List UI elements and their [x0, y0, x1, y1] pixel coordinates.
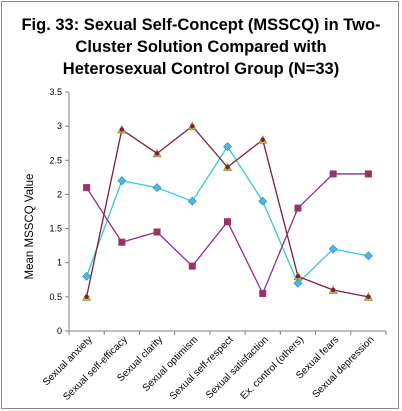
series-1-point: [293, 278, 303, 288]
y-tick-label: 0.5: [49, 292, 62, 302]
series-2-point-core: [190, 123, 195, 129]
y-tick-label: 3: [57, 121, 62, 131]
series-2-point-core: [330, 287, 336, 293]
series-1-point: [117, 176, 127, 186]
series-1-point: [82, 271, 92, 281]
y-tick-label: 2: [57, 189, 62, 199]
series-lines: [85, 125, 369, 298]
title-line-3: Heterosexual Control Group (N=33): [62, 60, 340, 78]
y-tick-label: 1: [57, 258, 62, 268]
x-category-label: Sexual self-efficacy: [61, 334, 130, 403]
series-3-point: [329, 170, 337, 178]
series-3-point: [294, 204, 302, 212]
series-1-point: [187, 196, 197, 206]
series-2-line: [85, 125, 369, 298]
series-3-point: [188, 262, 196, 270]
y-tick-label: 2.5: [49, 155, 62, 165]
series-1-point: [152, 183, 162, 193]
series-3-point: [153, 228, 161, 236]
axes: [65, 91, 387, 335]
series-2-point-core: [119, 127, 125, 132]
title-line-1: Fig. 33: Sexual Self-Concept (MSSCQ) in …: [21, 16, 381, 34]
series-1-point: [328, 244, 338, 254]
series-3-point: [364, 170, 372, 178]
y-axis-label: Mean MSSCQ Value: [24, 174, 36, 280]
series-1-point: [258, 196, 268, 206]
y-tick-labels: 0 0.5 1 1.5 2 2.5 3 3.5: [49, 87, 62, 336]
series-3-point: [224, 218, 231, 226]
series-3-line: [86, 173, 369, 296]
series-2-point-core: [260, 137, 265, 142]
x-category-label: Sexual self-respect: [168, 334, 236, 402]
series-1-point: [363, 251, 373, 261]
series-3-point: [259, 289, 267, 297]
y-tick-label: 1.5: [49, 224, 62, 234]
series-markers: [82, 121, 373, 301]
series-2-point-core: [225, 164, 230, 170]
series-2-point-core: [84, 294, 89, 300]
title-line-2: Cluster Solution Compared with: [75, 38, 327, 56]
series-3-point: [83, 184, 91, 192]
y-tick-label: 0: [57, 326, 62, 336]
series-1-point: [223, 142, 232, 152]
series-2-point-core: [366, 294, 371, 300]
chart-title: Fig. 33: Sexual Self-Concept (MSSCQ) in …: [0, 14, 402, 80]
y-tick-label: 3.5: [49, 87, 62, 97]
series-2-point-core: [154, 151, 160, 156]
series-2-point-core: [295, 274, 301, 279]
series-3-point: [118, 238, 126, 246]
x-category-label: Sexual depression: [311, 334, 377, 400]
x-category-label: Sexual satisfaction: [204, 334, 271, 401]
x-category-label: Ex. control (others): [239, 334, 307, 402]
